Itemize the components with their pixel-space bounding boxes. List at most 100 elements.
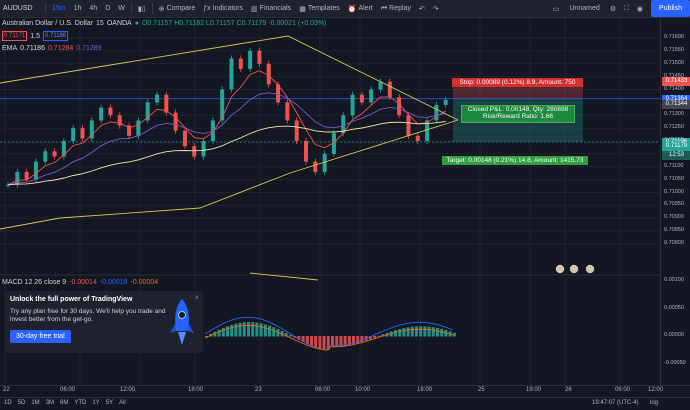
macd-tick: -0.00050 [664, 360, 686, 366]
macd-trendline [249, 272, 319, 281]
financials-button[interactable]: ▥ Financials [247, 5, 295, 13]
price-label-entry: 0.71364 [662, 94, 690, 104]
candle-body [266, 63, 271, 85]
log-toggle[interactable]: log [650, 400, 659, 406]
macd-bar [360, 336, 364, 342]
macd-bar [268, 325, 271, 337]
stop-label[interactable]: Stop: 0.00089 (0.12%) 8.9, Amount: 750 [452, 78, 583, 87]
candle-body [229, 58, 234, 90]
candle-body [331, 133, 336, 154]
layout-name[interactable]: Unnamed [569, 5, 600, 12]
time-tick: 19:00 [526, 387, 542, 393]
range-1y[interactable]: 1Y [92, 400, 100, 406]
price-tick: 0.71600 [664, 34, 684, 40]
time-axis[interactable]: 22 06:00 12:00 18:00 23 06:00 10:00 18:00 25 19:0… [0, 385, 690, 398]
candle-body [136, 120, 141, 136]
macd-tick: 0.00100 [664, 277, 684, 283]
price-tick: 0.71450 [664, 72, 684, 79]
replay-button[interactable]: ⏮ Replay [377, 5, 415, 13]
ema-line [7, 121, 446, 186]
candle-body [210, 120, 215, 141]
closed-pnl-box[interactable]: Closed P&L: 0.00148, Qty: 280898 Risk/Re… [461, 105, 575, 123]
range-1m[interactable]: 1M [31, 400, 40, 406]
alert-button[interactable]: ⏰ Alert [344, 5, 377, 13]
interval-4h[interactable]: 4h [89, 5, 98, 12]
symbol-search[interactable]: AUDUSD [3, 5, 33, 12]
ema-legend[interactable]: EMA 0.71186 0.71284 0.71289 [2, 45, 102, 52]
range-ytd[interactable]: YTD [74, 400, 87, 406]
settings-button[interactable]: ⚙ [606, 5, 620, 13]
interval-1h[interactable]: 1h [73, 5, 82, 12]
macd-bar [230, 324, 234, 337]
candle-body [192, 146, 197, 157]
market-status-icon: ● [134, 20, 139, 27]
range-1d[interactable]: 1D [4, 400, 12, 406]
candle-body [201, 141, 206, 157]
compare-label: Compare [166, 5, 196, 12]
macd-tick: 0.00000 [664, 332, 684, 338]
alert-label: Alert [358, 5, 373, 12]
compare-button[interactable]: ⊕ Compare [155, 5, 200, 13]
financials-icon: ▥ [251, 5, 258, 13]
macd-bar [255, 322, 259, 337]
closed-pnl: Closed P&L: 0.00148, Qty: 280898 [467, 106, 569, 113]
candle-body [369, 89, 374, 103]
price-label-stop: 0.71433 [662, 77, 690, 86]
macd-bar [440, 328, 444, 337]
sell-button[interactable]: 0.71171 [2, 31, 28, 41]
time-tick: 26 [565, 387, 572, 393]
time-tick: 10:00 [355, 387, 371, 393]
macd-bar [427, 326, 431, 337]
indicators-button[interactable]: ƒx Indicators [199, 5, 247, 12]
macd-legend[interactable]: MACD 12 26 close 9 -0.00014 -0.00018 -0.… [2, 279, 158, 286]
candle-body [434, 104, 439, 121]
macd-bar [326, 336, 330, 351]
range-5d[interactable]: 5D [17, 400, 26, 406]
interval-d[interactable]: D [105, 5, 111, 12]
range-5y[interactable]: 5Y [105, 400, 114, 406]
candle-body [127, 125, 132, 136]
chart-type-button[interactable]: ▮▯ [134, 5, 150, 13]
bottom-toolbar: 1D 5D 1M 3M 6M YTD 1Y 5Y All 19:47:07 (UTC-4) lo… [0, 397, 690, 410]
interval-w[interactable]: W [118, 5, 125, 12]
interval-15m[interactable]: 15m [52, 5, 66, 12]
undo-button[interactable]: ↶ [415, 5, 429, 13]
free-trial-button[interactable]: 30-day free trial [10, 330, 71, 343]
divider [130, 3, 132, 14]
promo-text: Try any plan free for 30 days. We'll hel… [10, 308, 166, 323]
price-tick: 0.70800 [664, 240, 684, 246]
macd-bar [406, 327, 410, 337]
risk-reward: Risk/Reward Ratio: 1.66 [482, 113, 554, 120]
price-axis[interactable]: 0.71600 0.71550 0.71500 0.71450 0.71400 0.713… [660, 18, 690, 385]
publish-button[interactable]: Publish [651, 0, 690, 17]
snapshot-button[interactable]: ◉ [633, 5, 647, 13]
candle-body [89, 120, 94, 139]
layout-button[interactable]: ▭ [549, 5, 564, 13]
range-all[interactable]: All [119, 400, 126, 406]
candle-body [99, 107, 104, 121]
macd-bar [301, 336, 305, 342]
range-6m[interactable]: 6M [60, 400, 69, 406]
time-tick: 22 [3, 387, 10, 393]
candle-body [285, 102, 290, 121]
buy-button[interactable]: 0.71186 [42, 31, 69, 41]
redo-button[interactable]: ↷ [429, 5, 443, 13]
time-tick: 23 [255, 387, 262, 393]
templates-button[interactable]: ▦ Templates [295, 5, 344, 13]
close-icon[interactable]: × [194, 293, 199, 302]
candle-body [406, 115, 411, 136]
fullscreen-button[interactable]: ⛶ [620, 5, 633, 13]
macd-bar [284, 332, 288, 337]
candle-body [313, 161, 318, 172]
target-label[interactable]: Target: 0.00148 (0.21%) 14.8, Amount: 14… [442, 156, 588, 165]
legend-source: OANDA [106, 20, 132, 27]
macd-bar [394, 330, 397, 337]
range-3m[interactable]: 3M [45, 400, 55, 406]
event-flag-icon [585, 264, 595, 274]
candle-body [276, 84, 281, 103]
macd-bar [234, 323, 238, 337]
price-label-current: 0.71344 [662, 99, 690, 109]
camera-icon: ◉ [636, 5, 644, 13]
clock: 19:47:07 (UTC-4) [592, 400, 639, 406]
macd-bar [368, 336, 372, 340]
